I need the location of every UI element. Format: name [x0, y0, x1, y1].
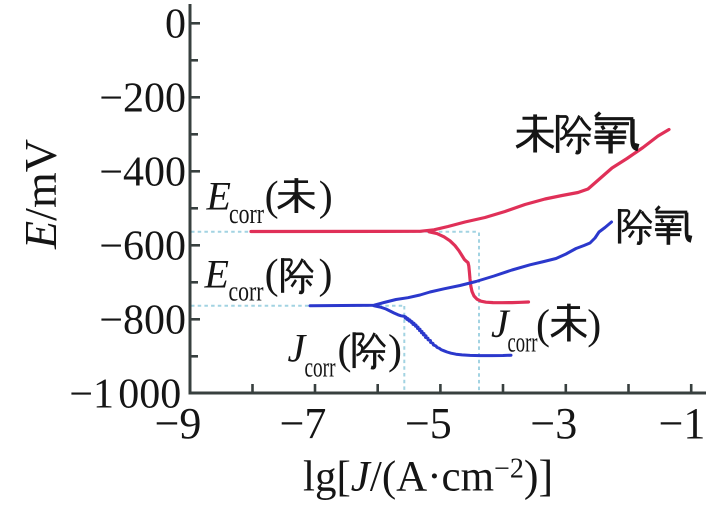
svg-text:(: (: [338, 328, 352, 374]
svg-text:): ): [319, 174, 333, 220]
svg-text:−7: −7: [280, 399, 327, 448]
svg-text:): ): [587, 303, 601, 349]
svg-text:J: J: [491, 301, 511, 346]
svg-text:E: E: [206, 174, 231, 219]
svg-text:(: (: [536, 303, 550, 349]
svg-text:corr: corr: [229, 277, 265, 308]
svg-text:): ): [319, 252, 333, 298]
svg-text:−1: −1: [69, 372, 114, 418]
svg-text:corr: corr: [229, 199, 265, 230]
svg-text:−200: −200: [99, 76, 186, 122]
svg-text:J: J: [288, 326, 308, 371]
svg-text:corr: corr: [305, 353, 336, 384]
svg-text:): ): [388, 328, 402, 374]
svg-text:0: 0: [165, 2, 186, 48]
svg-text:−9: −9: [155, 399, 202, 448]
svg-text:E: E: [204, 252, 229, 297]
svg-text:−600: −600: [99, 224, 186, 270]
svg-text:corr: corr: [508, 328, 538, 359]
svg-text:−3: −3: [530, 399, 577, 448]
svg-text:(: (: [265, 174, 279, 220]
svg-text:lg[J/(A·cm−2)]: lg[J/(A·cm−2)]: [303, 452, 553, 501]
svg-text:−400: −400: [99, 150, 186, 196]
svg-text:000: 000: [118, 372, 181, 418]
svg-text:−1: −1: [659, 399, 706, 448]
svg-text:(: (: [265, 252, 279, 298]
svg-text:E/mV: E/mV: [15, 139, 66, 250]
svg-text:−5: −5: [405, 399, 452, 448]
svg-text:−800: −800: [99, 298, 186, 344]
